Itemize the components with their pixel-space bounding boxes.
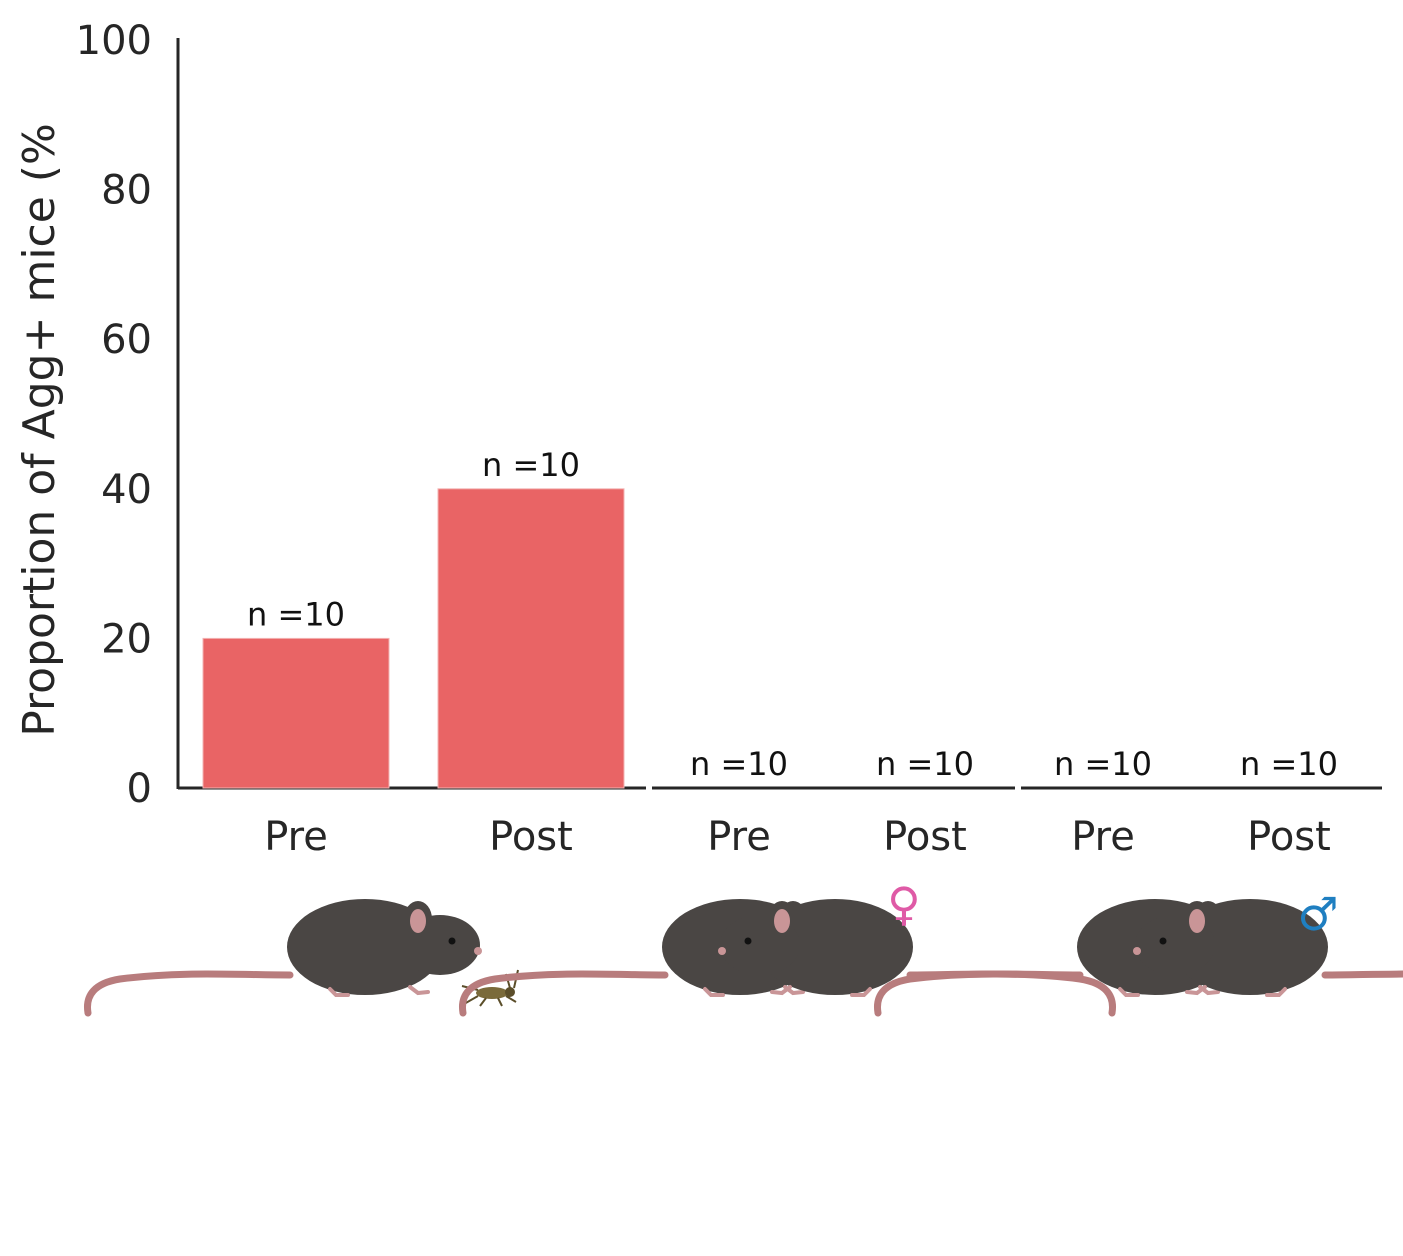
x-tick-label: Post <box>1247 814 1331 860</box>
bar-annotation: n =10 <box>690 745 788 783</box>
male-symbol-icon: ♂ <box>1297 887 1338 941</box>
x-tick-label: Post <box>489 814 573 860</box>
y-tick-label: 100 <box>76 18 152 64</box>
mouse-icon <box>87 899 482 1013</box>
bar-annotation: n =10 <box>1240 745 1338 783</box>
x-tick-label: Pre <box>1071 814 1135 860</box>
mouse-with-cricket-icon <box>461 969 519 1007</box>
y-tick-label: 60 <box>101 317 152 363</box>
bar-annotation: n =10 <box>876 745 974 783</box>
x-tick-label: Pre <box>264 814 328 860</box>
y-axis-label: Proportion of Agg+ mice (% <box>14 123 65 737</box>
y-tick-label: 20 <box>101 616 152 662</box>
female-symbol-icon: ♀ <box>887 877 921 931</box>
bar-annotation: n =10 <box>1054 745 1152 783</box>
y-tick-label: 80 <box>101 168 152 214</box>
x-tick-label: Pre <box>707 814 771 860</box>
bar-annotation: n =10 <box>247 595 345 633</box>
bar <box>202 637 390 789</box>
y-tick-label: 0 <box>127 766 152 812</box>
y-tick-label: 40 <box>101 467 152 513</box>
bar-annotation: n =10 <box>482 446 580 484</box>
mouse-icon <box>1133 899 1403 1013</box>
x-tick-label: Post <box>883 814 967 860</box>
bar <box>437 488 625 789</box>
